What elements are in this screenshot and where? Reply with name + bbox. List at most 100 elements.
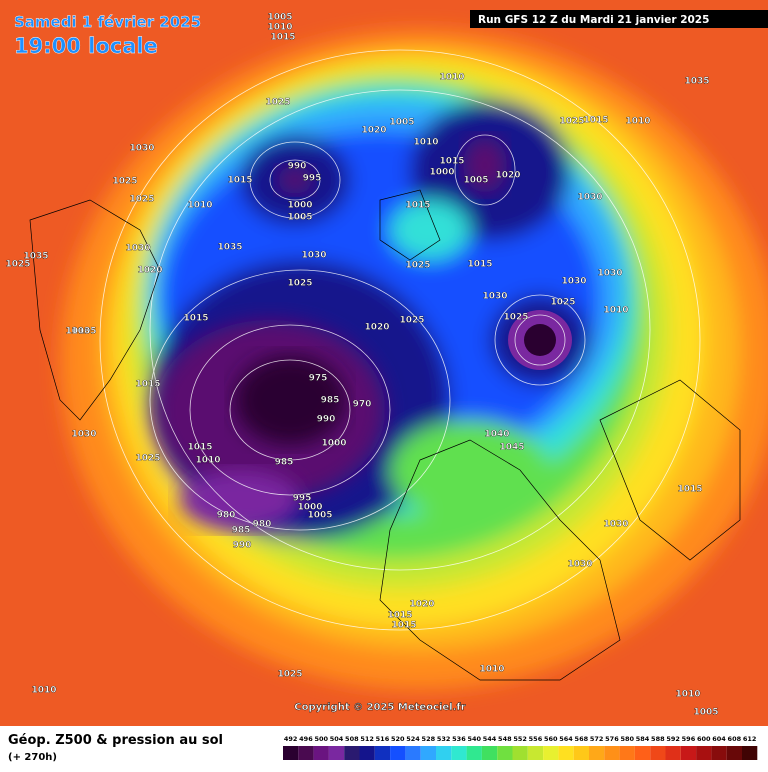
colorbar-tick-label: 556 — [529, 735, 543, 743]
pressure-label: 970 — [353, 400, 372, 410]
pressure-label: 1015 — [405, 201, 430, 211]
pressure-label: 1010 — [195, 456, 220, 466]
pressure-label: 1010 — [439, 73, 464, 83]
colorbar-tick-label: 524 — [406, 735, 420, 743]
colorbar-swatch — [650, 746, 666, 760]
pressure-label: 1025 — [405, 261, 430, 271]
colorbar-tick-label: 592 — [666, 735, 680, 743]
colorbar: 492 496 500 504 508 512 516 520 524 528 532 536 540 5… — [283, 735, 758, 760]
pressure-label: 1010 — [625, 117, 650, 127]
colorbar-swatch — [298, 746, 314, 760]
pressure-label: 995 — [303, 174, 322, 184]
pressure-label: 1020 — [495, 171, 520, 181]
colorbar-swatch — [558, 746, 574, 760]
colorbar-swatch — [344, 746, 360, 760]
colorbar-swatch — [390, 746, 406, 760]
pressure-label: 1025 — [265, 98, 290, 108]
pressure-label: 1040 — [484, 430, 509, 440]
pressure-labels: 1005101010151025103010251025101510109909… — [5, 12, 718, 718]
pressure-label: 1015 — [135, 380, 160, 390]
pressure-label: 1020 — [137, 266, 162, 276]
pressure-label: 1045 — [499, 443, 524, 453]
pressure-label: 1030 — [482, 292, 507, 302]
colorbar-swatch — [604, 746, 620, 760]
colorbar-tick-label: 584 — [636, 735, 650, 743]
colorbar-tick-label: 504 — [330, 735, 344, 743]
colorbar-tick-label: 532 — [437, 735, 451, 743]
pressure-label: 1025 — [135, 454, 160, 464]
colorbar-swatch — [420, 746, 436, 760]
pressure-label: 1010 — [65, 327, 90, 337]
colorbar-swatch — [512, 746, 528, 760]
pressure-label: 1010 — [413, 138, 438, 148]
run-banner — [470, 10, 768, 28]
pressure-label: 1015 — [391, 621, 416, 631]
colorbar-tick-label: 552 — [513, 735, 527, 743]
colorbar-tick-label: 496 — [299, 735, 313, 743]
pressure-label: 1005 — [693, 708, 718, 718]
colorbar-swatch — [543, 746, 559, 760]
colorbar-swatch — [680, 746, 697, 760]
pressure-label: 1000 — [297, 503, 322, 513]
colorbar-tick-label: 528 — [422, 735, 436, 743]
pressure-label: 990 — [233, 541, 252, 551]
colorbar-swatch — [527, 746, 544, 760]
pressure-label: 1015 — [583, 116, 608, 126]
colorbar-swatch — [328, 746, 345, 760]
pressure-label: 1005 — [307, 511, 332, 521]
pressure-label: 1030 — [603, 520, 628, 530]
pressure-label: 1010 — [603, 306, 628, 316]
pressure-label: 1015 — [467, 260, 492, 270]
colorbar-tick-label: 564 — [559, 735, 573, 743]
pressure-label: 1035 — [217, 243, 242, 253]
pressure-label: 1030 — [71, 430, 96, 440]
colorbar-tick-label: 572 — [590, 735, 604, 743]
pressure-label: 1015 — [187, 443, 212, 453]
date: Samedi 1 février 2025 — [14, 13, 201, 31]
pressure-label: 1005 — [287, 213, 312, 223]
pressure-label: 1015 — [439, 157, 464, 167]
colorbar-swatch — [634, 746, 651, 760]
pressure-label: 1025 — [287, 279, 312, 289]
pressure-label: 1025 — [277, 670, 302, 680]
legend-subtitle: (+ 270h) — [8, 752, 57, 763]
colorbar-tick-label: 492 — [284, 735, 298, 743]
copyright: Copyright © 2025 Meteociel.fr — [294, 702, 465, 713]
pressure-label: 1010 — [267, 23, 292, 33]
pressure-label: 1010 — [675, 690, 700, 700]
pressure-label: 1015 — [677, 485, 702, 495]
colorbar-swatch — [726, 746, 742, 760]
time: 19:00 locale — [14, 34, 158, 58]
pressure-label: 1030 — [125, 244, 150, 254]
colorbar-swatch — [405, 746, 421, 760]
pressure-label: 975 — [309, 374, 328, 384]
colorbar-tick-label: 536 — [452, 735, 466, 743]
pressure-label: 1015 — [270, 33, 295, 43]
colorbar-tick-label: 600 — [697, 735, 711, 743]
colorbar-swatch — [696, 746, 712, 760]
pressure-label: 1030 — [561, 277, 586, 287]
pressure-label: 1005 — [463, 176, 488, 186]
pressure-label: 1000 — [287, 201, 312, 211]
colorbar-tick-label: 612 — [743, 735, 757, 743]
colorbar-swatch — [359, 746, 375, 760]
colorbar-swatch — [374, 746, 391, 760]
colorbar-tick-label: 544 — [483, 735, 497, 743]
colorbar-tick-label: 608 — [728, 735, 742, 743]
colorbar-tick-label: 596 — [682, 735, 696, 743]
colorbar-tick-label: 540 — [467, 735, 481, 743]
colorbar-tick-label: 508 — [345, 735, 359, 743]
run-info: Run GFS 12 Z du Mardi 21 janvier 2025 — [478, 14, 709, 26]
colorbar-swatch — [711, 746, 727, 760]
pressure-label: 985 — [275, 458, 294, 468]
colorbar-tick-label: 548 — [498, 735, 512, 743]
colorbar-tick-label: 588 — [651, 735, 665, 743]
pressure-label: 1000 — [321, 439, 346, 449]
pressure-label: 980 — [253, 520, 272, 530]
colorbar-tick-label: 604 — [712, 735, 726, 743]
colorbar-swatch — [481, 746, 498, 760]
pressure-label: 1015 — [183, 314, 208, 324]
colorbar-tick-label: 576 — [605, 735, 619, 743]
colorbar-swatch — [451, 746, 467, 760]
pressure-label: 1025 — [559, 117, 584, 127]
